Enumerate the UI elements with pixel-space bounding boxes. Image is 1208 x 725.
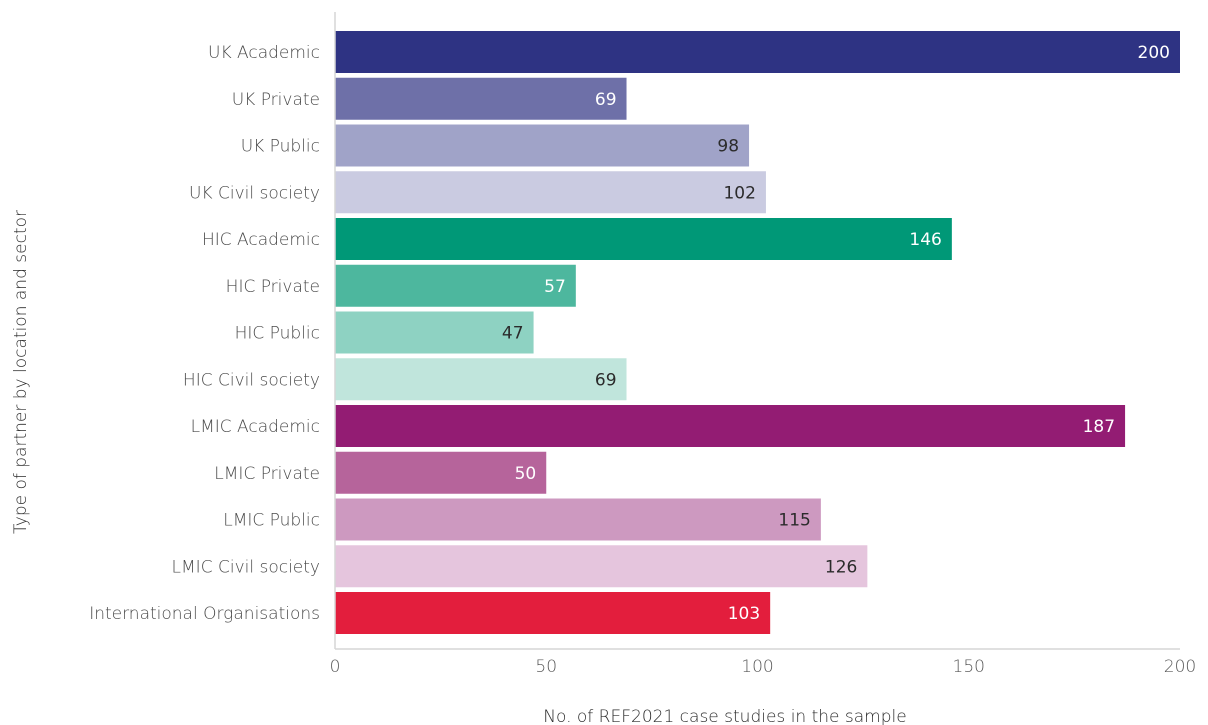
category-label: LMIC Academic [191, 417, 320, 437]
category-label: LMIC Private [214, 464, 320, 484]
category-label: HIC Public [235, 324, 320, 344]
x-axis-title: No. of REF2021 case studies in the sampl… [543, 707, 906, 725]
value-label: 102 [723, 183, 755, 203]
category-label: HIC Private [226, 277, 320, 297]
bar [335, 124, 750, 167]
bar [335, 592, 771, 634]
bars-group: UK Academic 200 UK Private 69 UK Public 98 UK … [89, 31, 1180, 634]
category-label: HIC Academic [202, 230, 320, 250]
x-tick-label: 100 [741, 657, 773, 677]
axes-group [334, 12, 1180, 650]
category-label: UK Civil society [189, 183, 320, 203]
category-label: UK Public [241, 137, 320, 157]
bar [335, 171, 766, 214]
value-label: 69 [595, 370, 617, 390]
bar [335, 358, 627, 401]
bar [335, 77, 627, 120]
value-label: 103 [728, 604, 760, 624]
bar [335, 31, 1180, 73]
category-label: HIC Civil society [183, 370, 320, 390]
bar [335, 451, 547, 494]
value-label: 187 [1083, 417, 1115, 437]
bar [335, 405, 1126, 447]
value-label: 57 [544, 277, 566, 297]
x-tick-label: 200 [1164, 657, 1196, 677]
value-label: 146 [909, 230, 941, 250]
x-ticks-group: 0 50 100 150 200 [330, 657, 1197, 677]
category-label: UK Private [232, 90, 320, 110]
category-label: International Organisations [89, 604, 320, 624]
value-label: 115 [778, 511, 810, 531]
value-label: 200 [1138, 43, 1170, 63]
x-tick-label: 0 [330, 657, 341, 677]
value-label: 50 [515, 464, 537, 484]
category-label: LMIC Public [223, 511, 320, 531]
x-tick-label: 50 [535, 657, 557, 677]
category-label: LMIC Civil society [172, 557, 320, 577]
bar [335, 498, 821, 541]
y-axis-title: Type of partner by location and sector [11, 210, 31, 534]
bar [335, 264, 576, 307]
bar [335, 311, 534, 354]
value-label: 126 [825, 557, 857, 577]
bar [335, 218, 952, 260]
x-tick-label: 150 [953, 657, 985, 677]
bar [335, 545, 868, 588]
value-label: 47 [502, 324, 524, 344]
value-label: 69 [595, 90, 617, 110]
value-label: 98 [717, 137, 739, 157]
category-label: UK Academic [208, 43, 320, 63]
